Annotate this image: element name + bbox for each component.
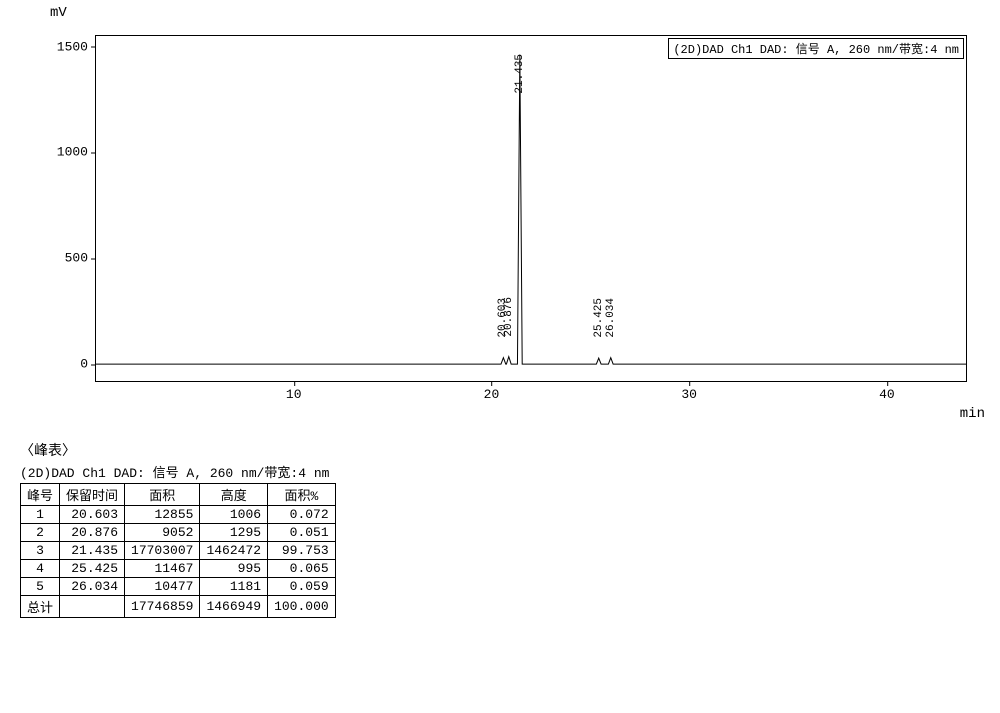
table-row: 526.0341047711810.059 xyxy=(21,578,336,596)
x-tick: 20 xyxy=(484,381,500,402)
table-cell: 1462472 xyxy=(200,542,268,560)
table-total-label: 总计 xyxy=(21,596,60,618)
table-header: 峰号 xyxy=(21,484,60,506)
table-cell: 0.059 xyxy=(268,578,336,596)
table-header: 面积 xyxy=(125,484,200,506)
table-cell: 100.000 xyxy=(268,596,336,618)
table-cell: 25.425 xyxy=(60,560,125,578)
chromatogram-chart: mV min (2D)DAD Ch1 DAD: 信号 A, 260 nm/带宽:… xyxy=(30,10,990,430)
plot-area: (2D)DAD Ch1 DAD: 信号 A, 260 nm/带宽:4 nm 05… xyxy=(95,35,967,382)
table-row: 220.876905212950.051 xyxy=(21,524,336,542)
table-cell: 4 xyxy=(21,560,60,578)
table-total-row: 总计 177468591466949100.000 xyxy=(21,596,336,618)
table-cell: 0.072 xyxy=(268,506,336,524)
table-cell: 17703007 xyxy=(125,542,200,560)
table-cell: 9052 xyxy=(125,524,200,542)
table-header: 面积% xyxy=(268,484,336,506)
table-cell xyxy=(60,596,125,618)
peak-label: 21.435 xyxy=(514,54,526,94)
table-cell: 1181 xyxy=(200,578,268,596)
table-cell: 17746859 xyxy=(125,596,200,618)
table-cell: 995 xyxy=(200,560,268,578)
table-cell: 99.753 xyxy=(268,542,336,560)
table-cell: 3 xyxy=(21,542,60,560)
table-cell: 26.034 xyxy=(60,578,125,596)
table-cell: 2 xyxy=(21,524,60,542)
table-cell: 1006 xyxy=(200,506,268,524)
table-cell: 20.603 xyxy=(60,506,125,524)
table-cell: 12855 xyxy=(125,506,200,524)
table-cell: 1 xyxy=(21,506,60,524)
table-row: 321.43517703007146247299.753 xyxy=(21,542,336,560)
x-tick: 10 xyxy=(286,381,302,402)
table-cell: 1466949 xyxy=(200,596,268,618)
table-header: 保留时间 xyxy=(60,484,125,506)
y-tick: 500 xyxy=(65,251,96,266)
table-title: 〈峰表〉 xyxy=(20,440,990,460)
y-tick: 0 xyxy=(80,357,96,372)
peak-table-section: 〈峰表〉 (2D)DAD Ch1 DAD: 信号 A, 260 nm/带宽:4 … xyxy=(20,440,990,618)
x-axis-label: min xyxy=(960,406,985,422)
table-cell: 0.051 xyxy=(268,524,336,542)
y-axis-label: mV xyxy=(50,5,67,21)
table-header: 高度 xyxy=(200,484,268,506)
table-subtitle: (2D)DAD Ch1 DAD: 信号 A, 260 nm/带宽:4 nm xyxy=(20,462,990,481)
peak-label: 26.034 xyxy=(605,298,617,338)
table-cell: 21.435 xyxy=(60,542,125,560)
table-row: 120.6031285510060.072 xyxy=(21,506,336,524)
x-tick: 40 xyxy=(879,381,895,402)
y-tick: 1500 xyxy=(57,39,96,54)
chromatogram-line xyxy=(96,36,966,381)
table-row: 425.425114679950.065 xyxy=(21,560,336,578)
peak-table: 峰号保留时间面积高度面积% 120.6031285510060.072220.8… xyxy=(20,483,336,618)
table-cell: 20.876 xyxy=(60,524,125,542)
peak-label: 20.876 xyxy=(503,297,515,337)
table-cell: 1295 xyxy=(200,524,268,542)
x-tick: 30 xyxy=(681,381,697,402)
chart-legend: (2D)DAD Ch1 DAD: 信号 A, 260 nm/带宽:4 nm xyxy=(668,38,964,59)
peak-label: 25.425 xyxy=(593,298,605,338)
table-cell: 11467 xyxy=(125,560,200,578)
table-cell: 5 xyxy=(21,578,60,596)
table-cell: 0.065 xyxy=(268,560,336,578)
y-tick: 1000 xyxy=(57,145,96,160)
table-cell: 10477 xyxy=(125,578,200,596)
